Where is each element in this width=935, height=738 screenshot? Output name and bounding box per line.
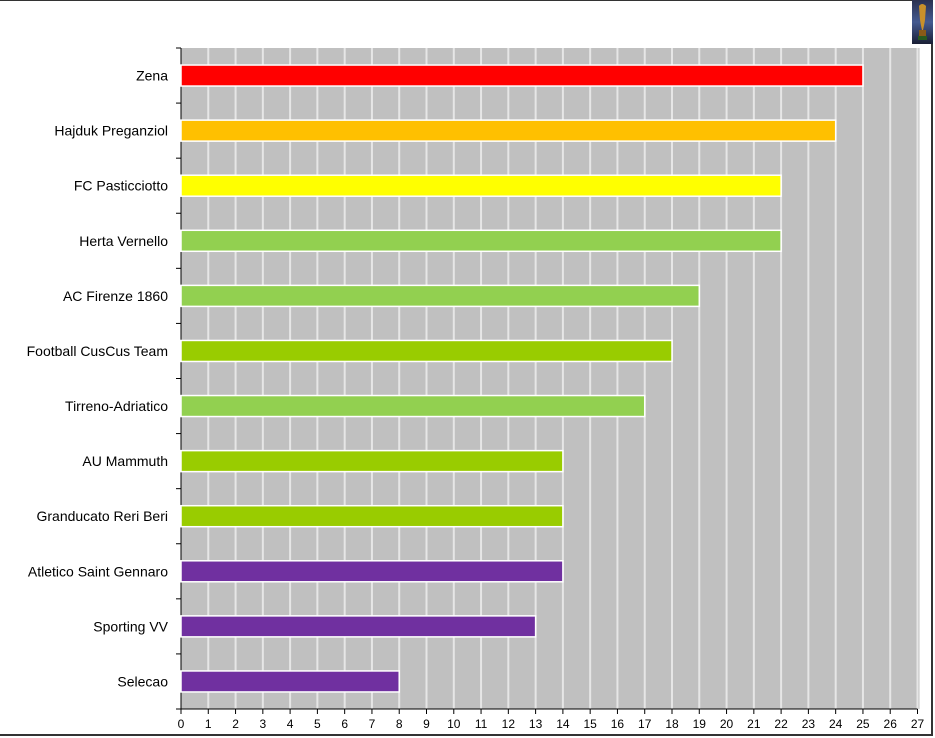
category-label: FC Pasticciotto	[74, 178, 168, 194]
category-label: Sporting VV	[93, 618, 168, 634]
x-tick-label: 15	[583, 717, 597, 731]
x-tick-label: 23	[802, 717, 816, 731]
x-tick-label: 5	[314, 717, 321, 731]
category-label: Zena	[136, 68, 168, 84]
plot-background	[181, 48, 920, 709]
bar	[180, 174, 782, 197]
bar	[180, 64, 864, 87]
x-tick-label: 22	[774, 717, 788, 731]
category-label: AC Firenze 1860	[63, 288, 168, 304]
x-tick-label: 12	[502, 717, 516, 731]
category-label: Granducato Reri Beri	[36, 508, 168, 524]
x-tick-label: 16	[611, 717, 625, 731]
bar	[180, 560, 564, 583]
x-tick-label: 27	[911, 717, 925, 731]
category-label: Herta Vernello	[79, 233, 168, 249]
x-tick-label: 0	[178, 717, 185, 731]
bar	[180, 119, 837, 142]
x-tick-label: 2	[232, 717, 239, 731]
x-tick-label: 10	[447, 717, 461, 731]
x-tick-label: 7	[369, 717, 376, 731]
x-tick-label: 6	[341, 717, 348, 731]
x-tick-label: 1	[205, 717, 212, 731]
x-tick-label: 4	[287, 717, 294, 731]
bar	[180, 229, 782, 253]
x-tick-label: 26	[884, 717, 898, 731]
bar	[180, 339, 673, 363]
x-tick-label: 9	[423, 717, 430, 731]
world-cup-trophy-icon	[912, 0, 933, 44]
category-label: Tirreno-Adriatico	[65, 398, 168, 414]
x-tick-label: 3	[259, 717, 266, 731]
category-label: Football CusCus Team	[27, 343, 168, 359]
bar	[180, 615, 537, 638]
x-tick-label: 13	[529, 717, 543, 731]
x-tick-label: 11	[475, 717, 488, 731]
category-label: Selecao	[117, 673, 168, 689]
bar	[180, 670, 400, 693]
category-label: AU Mammuth	[82, 453, 168, 469]
x-tick-label: 21	[747, 717, 761, 731]
x-tick-label: 8	[396, 717, 403, 731]
category-label: Hajduk Preganziol	[54, 123, 168, 139]
x-tick-label: 24	[829, 717, 843, 731]
category-label: Atletico Saint Gennaro	[28, 563, 168, 579]
x-tick-label: 18	[665, 717, 679, 731]
x-tick-label: 17	[638, 717, 652, 731]
bar	[180, 284, 701, 308]
x-tick-label: 20	[720, 717, 734, 731]
x-tick-label: 14	[556, 717, 570, 731]
x-tick-label: 25	[856, 717, 870, 731]
bar	[180, 449, 564, 473]
bar	[180, 394, 646, 418]
x-tick-label: 19	[693, 717, 707, 731]
bar	[180, 504, 564, 528]
